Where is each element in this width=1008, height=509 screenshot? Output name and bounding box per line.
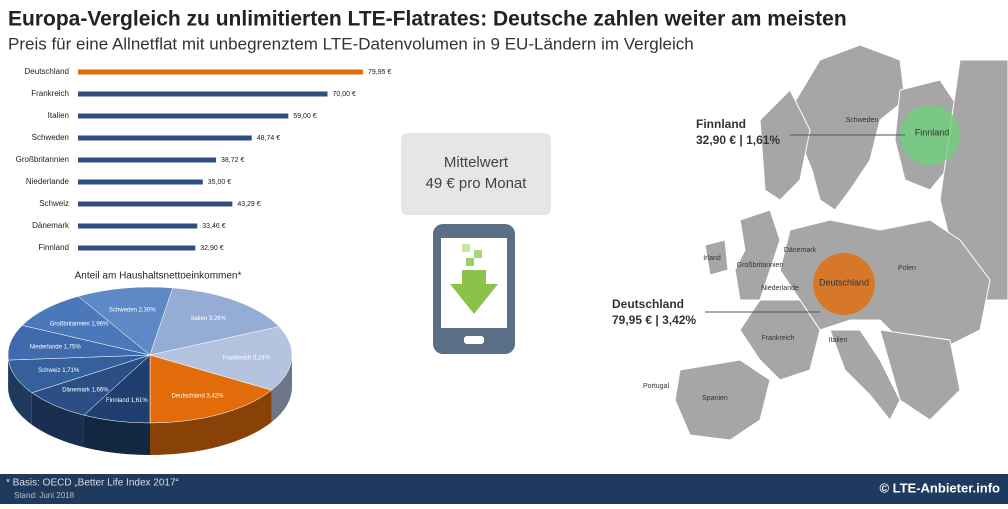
map-label: Polen — [898, 265, 916, 272]
slice-category: Großbritannien — [50, 321, 90, 327]
map-label: Italien — [829, 337, 848, 344]
slice-category: Niederlande — [30, 344, 63, 350]
bar — [78, 92, 328, 97]
callout-name: Deutschland — [612, 297, 684, 311]
slice-value: 3,26% — [209, 316, 227, 322]
bar-chart: Deutschland 79,95 € Frankreich 70,00 € Itali… — [16, 67, 392, 252]
map — [675, 45, 1008, 440]
slice-label: Großbritannien 1,96% — [50, 321, 109, 327]
slice-value: 3,24% — [253, 355, 271, 361]
slice-label: Finnland 1,61% — [106, 397, 148, 403]
slice-label: Deutschland 3,42% — [171, 393, 224, 399]
category-label: Deutschland — [25, 67, 69, 76]
bar — [78, 70, 363, 75]
pie-chart: Anteil am Haushaltsnettoeinkommen* Deutsc… — [8, 271, 292, 455]
map-label: Niederlande — [761, 285, 799, 292]
category-label: Niederlande — [26, 177, 70, 186]
slice-value: 1,61% — [131, 397, 149, 403]
slice-value: 3,42% — [206, 393, 224, 399]
bubble-label: Finnland — [915, 127, 950, 137]
category-label: Frankreich — [31, 89, 69, 98]
tablet-icon — [433, 224, 515, 354]
slice-label: Frankreich 3,24% — [223, 355, 271, 361]
bar — [78, 224, 197, 229]
slice-category: Deutschland — [171, 393, 204, 399]
slice-value: 1,66% — [92, 387, 110, 393]
slice-value: 1,75% — [64, 344, 82, 350]
slice-label: Dänemark 1,66% — [62, 387, 109, 393]
category-label: Großbritannien — [16, 155, 69, 164]
value-label: 33,46 € — [202, 223, 225, 230]
callout-value: 79,95 € | 3,42% — [612, 313, 696, 327]
slice-category: Dänemark — [62, 387, 91, 393]
map-label: Schweden — [846, 117, 879, 124]
category-label: Schweiz — [39, 199, 69, 208]
footer-copyright: © LTE-Anbieter.info — [879, 480, 1000, 495]
slice-label: Schweden 2,30% — [109, 307, 156, 313]
bar — [78, 114, 288, 119]
slice-category: Schweden — [109, 307, 137, 313]
callout-name: Finnland — [696, 117, 746, 131]
bar — [78, 246, 195, 251]
value-label: 38,72 € — [221, 157, 244, 164]
footer-note: * Basis: OECD „Better Life Index 2017“ — [6, 478, 179, 489]
value-label: 32,90 € — [200, 245, 223, 252]
slice-category: Schweiz — [38, 368, 60, 374]
value-label: 48,74 € — [257, 135, 280, 142]
map-label: Spanien — [702, 395, 728, 402]
map-label: Dänemark — [784, 247, 817, 254]
slice-category: Italien — [191, 316, 207, 322]
map-label: Irland — [703, 255, 721, 262]
value-label: 43,29 € — [237, 201, 260, 208]
map-label: Frankreich — [761, 335, 794, 342]
map-label: Portugal — [643, 383, 670, 390]
category-label: Schweden — [32, 133, 69, 142]
slice-category: Finnland — [106, 397, 129, 403]
category-label: Dänemark — [32, 221, 70, 230]
value-label: 59,00 € — [293, 113, 316, 120]
pie-title: Anteil am Haushaltsnettoeinkommen* — [75, 271, 242, 282]
bar — [78, 136, 252, 141]
footer-date: Stand: Juni 2018 — [14, 491, 75, 500]
category-label: Italien — [48, 111, 69, 120]
bar — [78, 202, 232, 207]
slice-value: 1,71% — [62, 368, 80, 374]
category-label: Finnland — [38, 243, 69, 252]
slice-label: Niederlande 1,75% — [30, 344, 82, 350]
title: Europa-Vergleich zu unlimitierten LTE-Fl… — [8, 8, 847, 31]
subtitle: Preis für eine Allnetflat mit unbegrenzt… — [8, 34, 694, 53]
slice-value: 2,30% — [139, 307, 157, 313]
average-value: 49 € pro Monat — [426, 175, 528, 192]
bar — [78, 158, 216, 163]
bubble-label: Deutschland — [819, 277, 869, 287]
bar — [78, 180, 203, 185]
value-label: 79,95 € — [368, 69, 391, 76]
slice-label: Schweiz 1,71% — [38, 368, 80, 374]
callout-value: 32,90 € | 1,61% — [696, 133, 780, 147]
map-label: Großbritannien — [737, 262, 784, 269]
average-label: Mittelwert — [444, 154, 509, 171]
slice-label: Italien 3,26% — [191, 316, 226, 322]
slice-value: 1,96% — [91, 321, 109, 327]
value-label: 70,00 € — [333, 91, 356, 98]
value-label: 35,00 € — [208, 179, 231, 186]
slice-category: Frankreich — [223, 355, 251, 361]
